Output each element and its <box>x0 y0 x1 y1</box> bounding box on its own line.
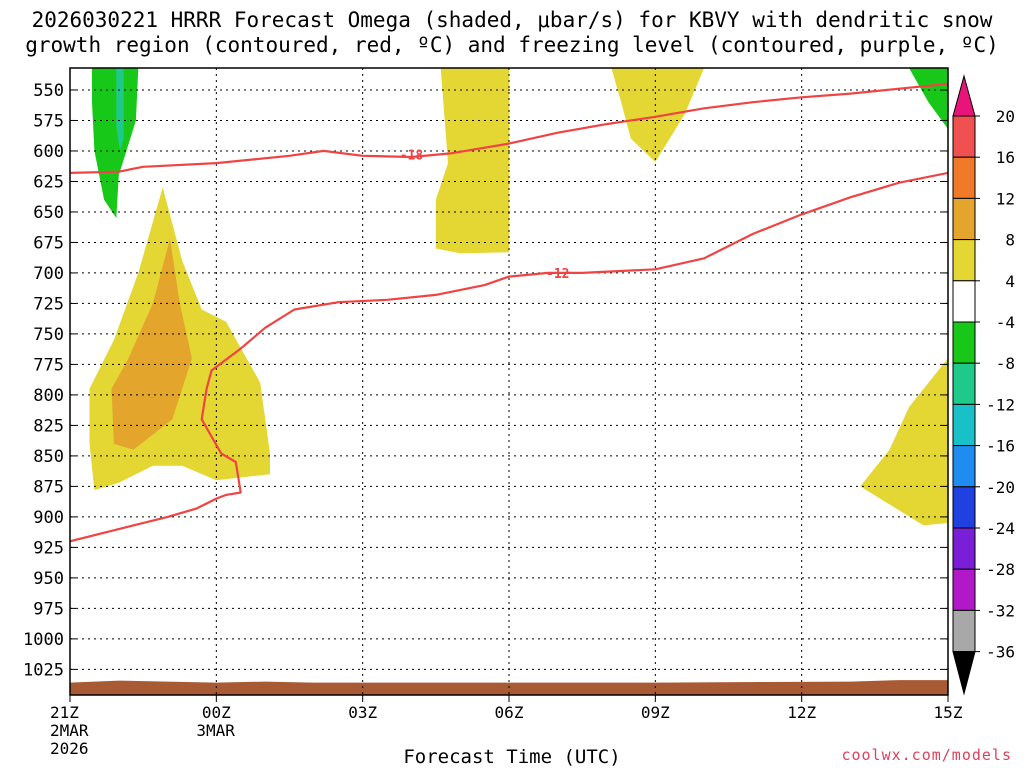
y-tick-label-750: 750 <box>33 325 64 345</box>
omega-shading <box>89 68 948 526</box>
region-omega-8-to-4-area-1 <box>92 68 139 218</box>
region-omega-8-12-core <box>111 238 192 450</box>
colorbar-label-20: 20 <box>996 107 1015 126</box>
x-tick-sublabel-2mar: 2MAR <box>50 721 89 740</box>
y-tick-label-700: 700 <box>33 264 64 284</box>
x-tick-label-00z: 00Z <box>202 703 231 722</box>
contour-18-isotherm <box>70 82 948 174</box>
y-tick-label-825: 825 <box>33 416 64 436</box>
y-tick-label-1000: 1000 <box>23 630 64 650</box>
x-tick-sublabel-3mar: 3MAR <box>196 721 235 740</box>
region-omega-4-8-area-2 <box>435 68 509 254</box>
colorbar-label-16: 16 <box>996 148 1015 167</box>
x-tick-label-03z: 03Z <box>348 703 377 722</box>
colorbar-label-16: -16 <box>986 437 1015 456</box>
colorbar-bin--28-to--24 <box>952 527 976 570</box>
colorbar-bin-12-to-16 <box>952 156 976 199</box>
colorbar-bin--36-to--32 <box>952 609 976 653</box>
y-tick-label-1025: 1025 <box>23 660 64 680</box>
source-credit: coolwx.com/models <box>841 746 1012 764</box>
colorbar-bottom-arrow <box>952 651 976 696</box>
y-tick-label-975: 975 <box>33 599 64 619</box>
colorbar-bin--24-to--20 <box>952 486 976 529</box>
colorbar-label-12: 12 <box>996 189 1015 208</box>
region-omega-12-to-8-core <box>116 68 124 151</box>
colorbar-bin-4-to-8 <box>952 239 976 282</box>
colorbar-label-4: 4 <box>1005 272 1015 291</box>
y-tick-label-650: 650 <box>33 203 64 223</box>
y-tick-label-950: 950 <box>33 569 64 589</box>
colorbar-bin--20-to--16 <box>952 445 976 488</box>
contour-label-12-isotherm: -12 <box>546 267 569 282</box>
y-tick-label-575: 575 <box>33 111 64 131</box>
contour-12-isotherm <box>70 171 948 543</box>
colorbar-label-8: -8 <box>996 354 1015 373</box>
colorbar-label-12: -12 <box>986 395 1015 414</box>
y-tick-label-900: 900 <box>33 508 64 528</box>
y-tick-label-850: 850 <box>33 447 64 467</box>
colorbar-label-8: 8 <box>1005 231 1015 250</box>
x-tick-label-21z: 21Z <box>50 703 79 722</box>
x-tick-sublabel-2026: 2026 <box>50 739 89 758</box>
x-tick-label-09z: 09Z <box>641 703 670 722</box>
colorbar-bin-8-to-12 <box>952 197 976 241</box>
contour-label-18-isotherm: -18 <box>400 149 424 164</box>
colorbar-label-24: -24 <box>986 519 1015 538</box>
colorbar-bin--4-to-4 <box>952 280 976 323</box>
y-tick-label-875: 875 <box>33 477 64 497</box>
region-omega-8-to-4-area-2 <box>909 68 948 129</box>
colorbar-bin-16-to-20 <box>952 115 976 158</box>
colorbar-bin--32-to--28 <box>952 568 976 611</box>
y-axis: 550 575 600 625 650 675 700 725 750 775 800 825 850 8… <box>23 81 948 680</box>
y-tick-label-675: 675 <box>33 233 64 253</box>
x-axis-label: Forecast Time (UTC) <box>403 746 621 768</box>
colorbar-bin--8-to--4 <box>952 321 976 364</box>
y-tick-label-925: 925 <box>33 538 64 558</box>
colorbar-label-32: -32 <box>986 601 1015 620</box>
colorbar-top-arrow <box>952 74 976 117</box>
colorbar-label-20: -20 <box>986 478 1015 497</box>
x-tick-label-06z: 06Z <box>495 703 524 722</box>
x-tick-label-12z: 12Z <box>787 703 816 722</box>
y-tick-label-800: 800 <box>33 386 64 406</box>
colorbar-label-36: -36 <box>986 643 1015 662</box>
y-tick-label-775: 775 <box>33 355 64 375</box>
colorbar-label-28: -28 <box>986 560 1015 579</box>
region-omega-4-8-area-4 <box>860 358 948 526</box>
region-omega-4-8-area-3 <box>611 68 705 162</box>
grid-lines <box>70 68 948 695</box>
y-tick-label-725: 725 <box>33 294 64 314</box>
y-tick-label-625: 625 <box>33 172 64 192</box>
colorbar-bin--16-to--12 <box>952 403 976 447</box>
chart-title-line-1: 2026030221 HRRR Forecast Omega (shaded, … <box>31 8 993 32</box>
colorbar-bin--12-to--8 <box>952 362 976 405</box>
temperature-contours: -18 -12 <box>70 82 948 543</box>
colorbar-label-4: -4 <box>996 313 1015 332</box>
chart-title-line-2: growth region (contoured, red, ºC) and f… <box>25 33 999 57</box>
colorbar: 20 16 12 8 4 -4 -8 -12 -16 -20 -24 -28 -32 -36 <box>952 74 1015 696</box>
y-tick-label-550: 550 <box>33 81 64 101</box>
x-tick-label-15z: 15Z <box>934 703 963 722</box>
y-tick-label-600: 600 <box>33 142 64 162</box>
